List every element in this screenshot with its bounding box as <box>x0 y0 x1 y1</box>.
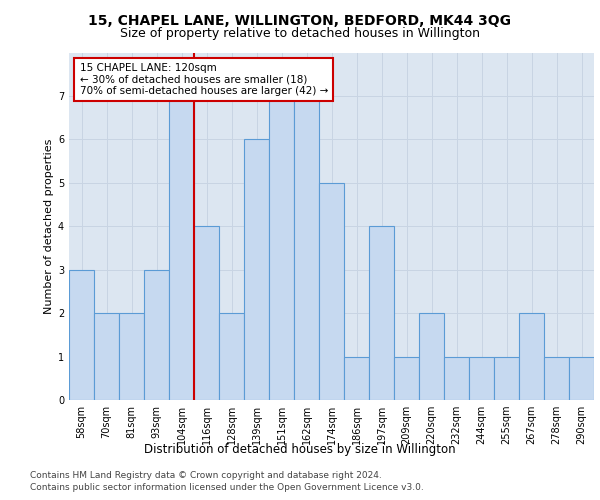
Bar <box>269 96 294 400</box>
Text: 15 CHAPEL LANE: 120sqm
← 30% of detached houses are smaller (18)
70% of semi-det: 15 CHAPEL LANE: 120sqm ← 30% of detached… <box>79 63 328 96</box>
Bar <box>69 270 94 400</box>
Bar <box>169 96 194 400</box>
Bar <box>319 183 344 400</box>
Bar <box>419 313 444 400</box>
Bar <box>194 226 219 400</box>
Text: 15, CHAPEL LANE, WILLINGTON, BEDFORD, MK44 3QG: 15, CHAPEL LANE, WILLINGTON, BEDFORD, MK… <box>89 14 511 28</box>
Text: Distribution of detached houses by size in Willington: Distribution of detached houses by size … <box>144 442 456 456</box>
Bar <box>94 313 119 400</box>
Bar <box>519 313 544 400</box>
Bar <box>469 356 494 400</box>
Bar <box>344 356 369 400</box>
Bar <box>244 140 269 400</box>
Bar <box>119 313 144 400</box>
Text: Size of property relative to detached houses in Willington: Size of property relative to detached ho… <box>120 28 480 40</box>
Y-axis label: Number of detached properties: Number of detached properties <box>44 138 54 314</box>
Bar <box>494 356 519 400</box>
Bar <box>294 96 319 400</box>
Bar <box>544 356 569 400</box>
Bar <box>569 356 594 400</box>
Bar <box>219 313 244 400</box>
Text: Contains public sector information licensed under the Open Government Licence v3: Contains public sector information licen… <box>30 482 424 492</box>
Bar <box>444 356 469 400</box>
Bar <box>394 356 419 400</box>
Bar <box>369 226 394 400</box>
Text: Contains HM Land Registry data © Crown copyright and database right 2024.: Contains HM Land Registry data © Crown c… <box>30 471 382 480</box>
Bar <box>144 270 169 400</box>
